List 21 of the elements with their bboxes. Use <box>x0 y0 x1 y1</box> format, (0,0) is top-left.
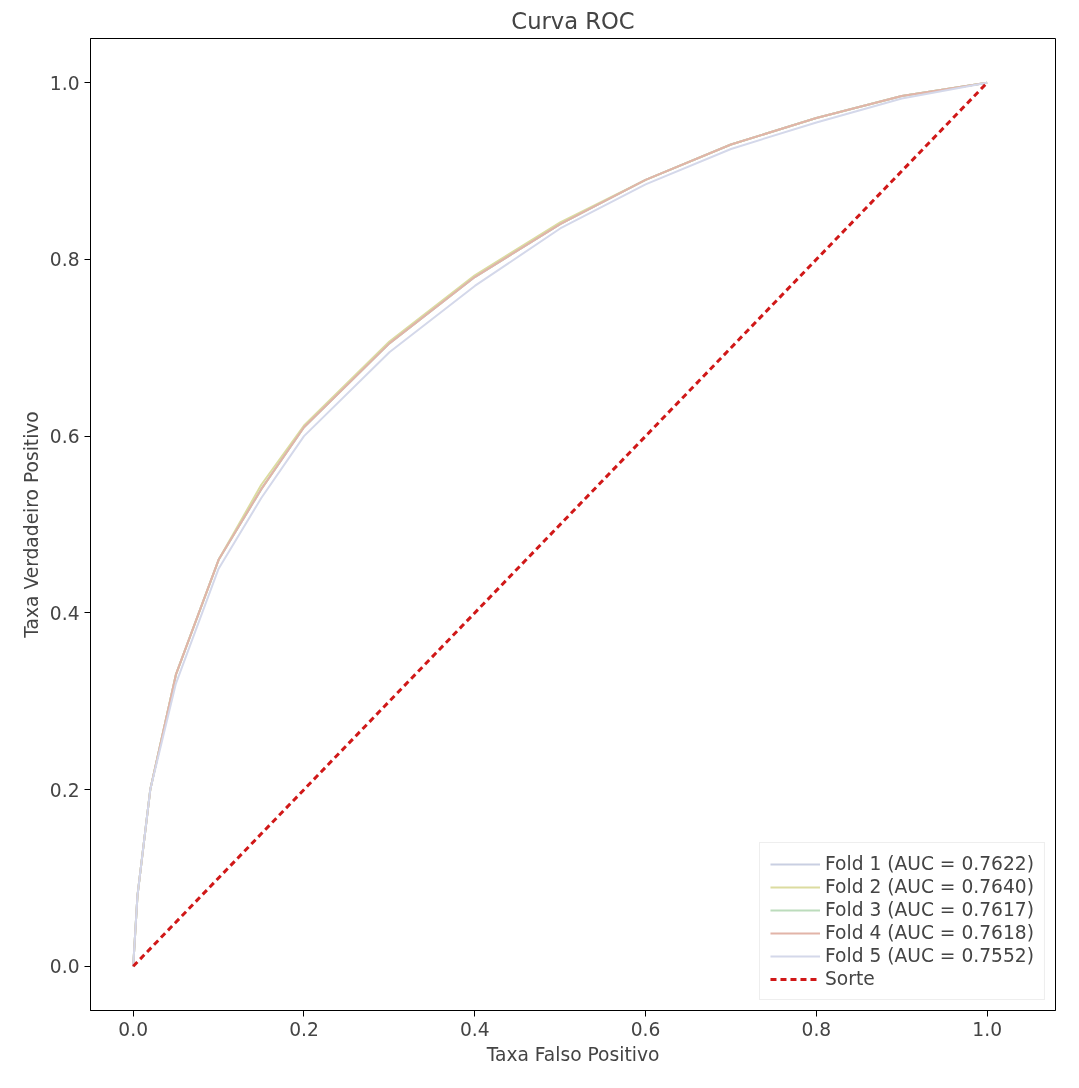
x-axis-title: Taxa Falso Positivo <box>485 1043 660 1065</box>
y-tick-label: 0.6 <box>49 426 80 448</box>
x-tick-label: 0.6 <box>630 1018 661 1040</box>
x-tick-label: 0.8 <box>801 1018 832 1040</box>
legend-label: Fold 1 (AUC = 0.7622) <box>824 853 1034 874</box>
legend-label: Fold 3 (AUC = 0.7617) <box>824 899 1034 920</box>
y-tick-label: 1.0 <box>49 72 80 94</box>
x-tick-label: 0.2 <box>289 1018 319 1040</box>
legend-label: Fold 2 (AUC = 0.7640) <box>824 876 1034 897</box>
legend-label: Sorte <box>824 968 875 989</box>
x-tick-label: 0.0 <box>118 1018 149 1040</box>
y-tick-label: 0.0 <box>49 956 80 978</box>
y-tick-label: 0.8 <box>49 249 80 271</box>
x-tick-label: 0.4 <box>459 1018 490 1040</box>
legend-label: Fold 4 (AUC = 0.7618) <box>824 922 1034 943</box>
chart-title: Curva ROC <box>511 7 635 34</box>
x-tick-label: 1.0 <box>972 1018 1003 1040</box>
y-tick-label: 0.4 <box>49 602 80 624</box>
y-tick-label: 0.2 <box>49 779 80 801</box>
y-axis-title: Taxa Verdadeiro Positivo <box>20 411 42 639</box>
legend-label: Fold 5 (AUC = 0.7552) <box>824 945 1034 966</box>
